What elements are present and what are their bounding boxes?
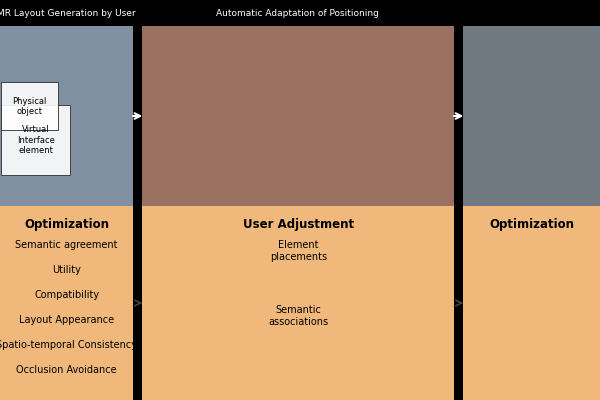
Text: User Adjustment: User Adjustment [242,218,354,231]
Bar [463,26,600,206]
Bar [133,0,142,400]
Text: Element
placements: Element placements [269,240,327,262]
Text: Spatio-temporal Consistency: Spatio-temporal Consistency [0,340,137,350]
Text: Semantic
associations: Semantic associations [268,305,328,327]
Text: Optimization: Optimization [24,218,109,231]
Bar [142,206,454,400]
Text: Occlusion Avoidance: Occlusion Avoidance [16,365,117,375]
Text: Compatibility: Compatibility [34,290,99,300]
Bar [454,0,463,400]
Text: MR Layout Generation by User: MR Layout Generation by User [0,8,136,18]
Text: Layout Appearance: Layout Appearance [19,315,114,325]
Text: Optimization: Optimization [489,218,574,231]
Bar [463,206,600,400]
Text: Virtual
Interface
element: Virtual Interface element [17,126,55,155]
Bar [0,26,133,206]
Text: Physical
object: Physical object [13,97,47,116]
Text: Semantic agreement: Semantic agreement [16,240,118,250]
Bar [0,206,133,400]
Bar [0,0,600,26]
Text: Utility: Utility [52,265,81,275]
Text: Automatic Adaptation of Positioning: Automatic Adaptation of Positioning [215,8,379,18]
Bar [1,82,58,130]
Bar [1,106,70,175]
Bar [142,26,454,206]
